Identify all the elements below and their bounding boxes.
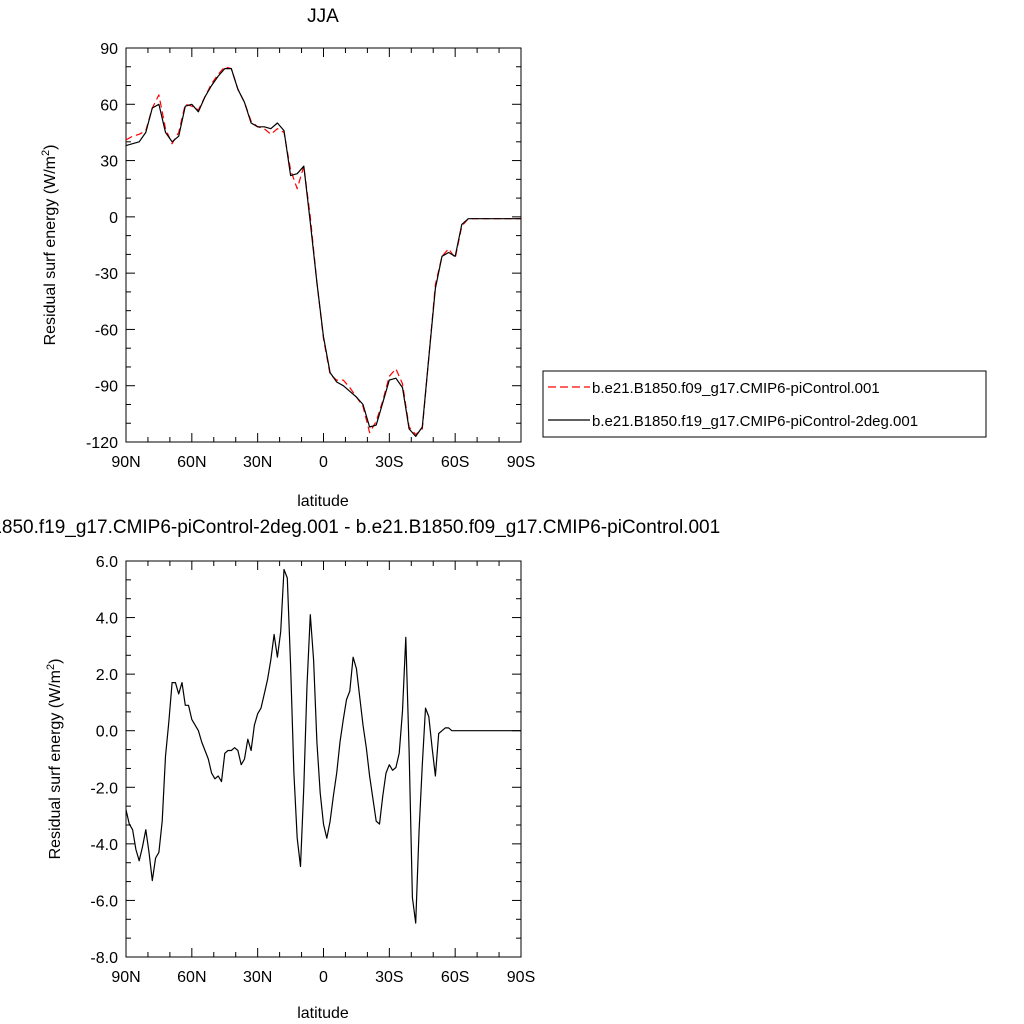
bottom-y-axis-label: Residual surf energy (W/m2) (45, 659, 64, 860)
legend-label-0: b.e21.B1850.f09_g17.CMIP6-piControl.001 (592, 380, 880, 397)
bottom-y-tick-label: -4.0 (90, 837, 118, 854)
bottom-chart-title: b.e21.B1850.f19_g17.CMIP6-piControl-2deg… (0, 517, 720, 538)
top-y-axis-label: Residual surf energy (W/m2) (40, 145, 59, 346)
top-x-tick-label: 30N (243, 454, 272, 471)
top-y-tick-label: -90 (95, 379, 118, 396)
legend: b.e21.B1850.f09_g17.CMIP6-piControl.001 … (542, 370, 987, 438)
bottom-x-axis-label: latitude (297, 1005, 349, 1022)
bottom-x-tick-label: 90N (111, 969, 140, 986)
top-y-tick-label: -60 (95, 322, 118, 339)
top-series-line-0 (125, 66, 521, 436)
bottom-x-tick-label: 60S (441, 969, 469, 986)
legend-box (542, 370, 987, 438)
bottom-y-tick-label: 4.0 (96, 611, 118, 628)
bottom-series-line-0 (125, 568, 521, 924)
top-chart-title: JJA (307, 6, 339, 27)
bottom-x-tick-label: 0 (319, 969, 328, 986)
bottom-x-tick-label: 90S (507, 969, 535, 986)
legend-label-1: b.e21.B1850.f19_g17.CMIP6-piControl-2deg… (592, 413, 918, 430)
top-x-tick-label: 60S (441, 454, 469, 471)
bottom-plot-frame (125, 560, 522, 958)
top-x-tick-label: 30S (375, 454, 403, 471)
bottom-y-tick-label: 2.0 (96, 667, 118, 684)
bottom-y-tick-label: -8.0 (90, 950, 118, 967)
bottom-x-tick-label: 30S (375, 969, 403, 986)
bottom-y-tick-label: -6.0 (90, 893, 118, 910)
top-y-tick-label: -30 (95, 266, 118, 283)
top-x-tick-label: 0 (319, 454, 328, 471)
top-y-tick-label: 0 (109, 210, 118, 227)
top-x-tick-label: 90S (507, 454, 535, 471)
top-y-tick-label: -120 (86, 435, 118, 452)
bottom-y-tick-label: -2.0 (90, 780, 118, 797)
top-series-line-1 (125, 67, 521, 437)
bottom-x-tick-label: 30N (243, 969, 272, 986)
top-y-tick-label: 30 (100, 154, 118, 171)
top-y-tick-label: 90 (100, 41, 118, 58)
bottom-x-tick-label: 60N (177, 969, 206, 986)
bottom-y-tick-label: 6.0 (96, 554, 118, 571)
bottom-panel: b.e21.B1850.f19_g17.CMIP6-piControl-2deg… (0, 517, 720, 1022)
top-panel: JJA 90 60 30 0 -30 -60 -90 -120 90N 60N 30N 0 30S 60… (40, 6, 535, 510)
top-y-tick-label: 60 (100, 97, 118, 114)
top-x-axis-label: latitude (297, 493, 349, 510)
bottom-y-tick-label: 0.0 (96, 724, 118, 741)
top-x-tick-label: 90N (111, 454, 140, 471)
top-x-tick-label: 60N (177, 454, 206, 471)
